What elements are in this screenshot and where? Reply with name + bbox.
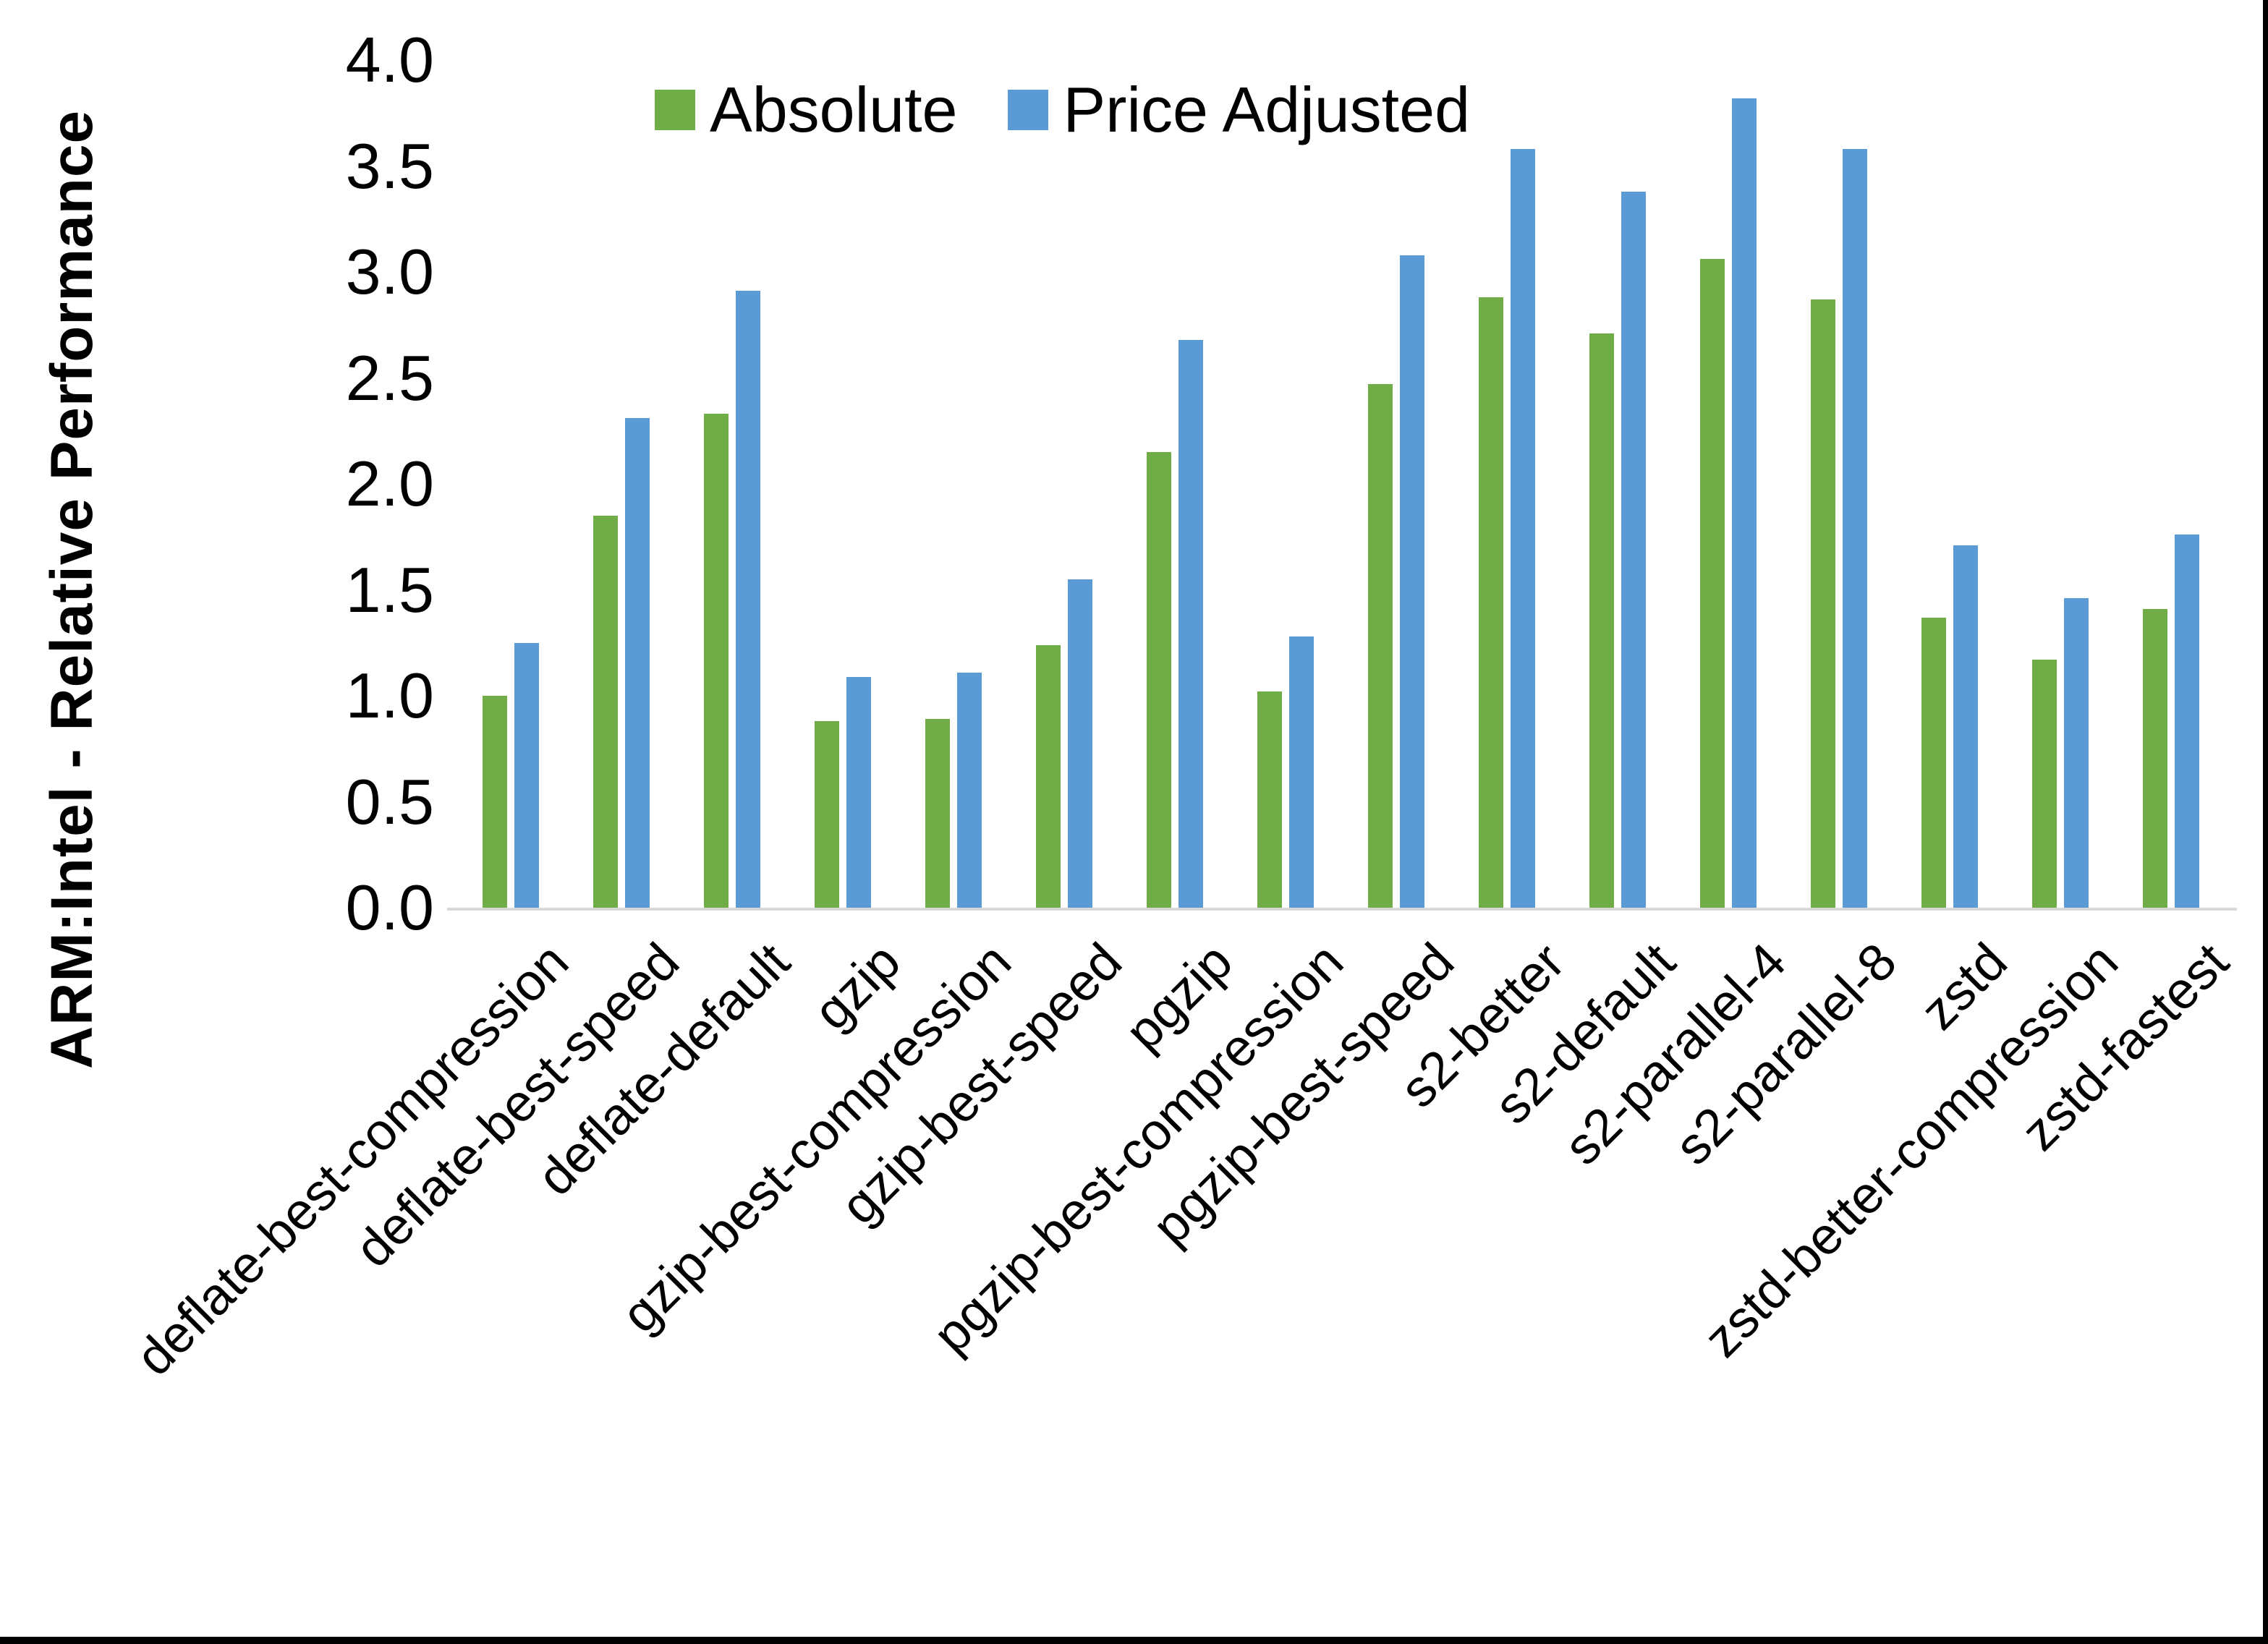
bar-absolute-deflate-best-speed (593, 516, 618, 908)
legend-swatch-absolute-icon (655, 90, 695, 130)
bar-price-adjusted-s2-parallel-4 (1732, 98, 1757, 908)
bar-absolute-zstd-fastest (2143, 609, 2167, 908)
bar-price-adjusted-s2-better (1511, 149, 1535, 908)
bar-price-adjusted-s2-default (1621, 192, 1646, 908)
bar-absolute-pgzip (1147, 452, 1171, 908)
y-tick-label: 1.0 (345, 660, 434, 731)
bar-price-adjusted-zstd (1953, 545, 1978, 908)
y-tick-label: 0.5 (345, 765, 434, 838)
y-tick-label: 0.0 (345, 872, 434, 943)
y-tick-label: 3.0 (345, 236, 434, 307)
bar-absolute-s2-better (1479, 297, 1503, 908)
bar-absolute-zstd-better-compression (2032, 660, 2057, 908)
legend-label-price-adjusted: Price Adjusted (1063, 74, 1471, 145)
bar-absolute-pgzip-best-speed (1368, 384, 1393, 908)
y-tick-label: 4.0 (345, 24, 434, 95)
legend-label-absolute: Absolute (710, 74, 958, 145)
y-tick-label: 2.5 (345, 341, 434, 414)
y-tick-label: 1.5 (345, 553, 434, 626)
bar-absolute-gzip-best-compression (925, 719, 950, 908)
bar-absolute-s2-parallel-8 (1811, 299, 1835, 908)
legend-item-price-adjusted: Price Adjusted (1008, 78, 1470, 142)
bar-absolute-zstd (1921, 618, 1946, 908)
bar-price-adjusted-gzip-best-compression (957, 673, 982, 908)
bar-price-adjusted-pgzip-best-speed (1400, 255, 1424, 908)
bar-price-adjusted-s2-parallel-8 (1843, 149, 1867, 908)
y-tick-label: 3.5 (345, 129, 434, 202)
legend-item-absolute: Absolute (655, 78, 957, 142)
bar-price-adjusted-pgzip (1178, 340, 1203, 908)
bar-price-adjusted-pgzip-best-compression (1289, 636, 1314, 908)
bar-absolute-s2-default (1589, 333, 1614, 908)
bar-absolute-s2-parallel-4 (1700, 259, 1725, 908)
legend: Absolute Price Adjusted (655, 78, 1470, 142)
x-axis-label-deflate-best-compression: deflate-best-compression (125, 932, 580, 1387)
bar-price-adjusted-zstd-better-compression (2064, 598, 2089, 908)
bar-absolute-pgzip-best-compression (1257, 691, 1282, 908)
legend-swatch-price-adjusted-icon (1008, 90, 1049, 130)
bar-price-adjusted-gzip (846, 677, 871, 908)
bar-absolute-gzip (815, 721, 839, 908)
bar-absolute-gzip-best-speed (1036, 645, 1061, 908)
bar-price-adjusted-zstd-fastest (2175, 534, 2199, 908)
bar-absolute-deflate-best-compression (483, 696, 507, 908)
x-axis-line (447, 908, 2237, 911)
frame-edge-right (2263, 0, 2268, 1644)
bar-price-adjusted-deflate-best-compression (514, 643, 539, 908)
y-tick-label: 2.0 (345, 448, 434, 519)
bar-price-adjusted-gzip-best-speed (1068, 579, 1092, 908)
bar-price-adjusted-deflate-default (736, 291, 760, 908)
bar-absolute-deflate-default (704, 414, 729, 908)
bar-price-adjusted-deflate-best-speed (625, 418, 650, 908)
frame-edge-bottom (0, 1637, 2268, 1644)
